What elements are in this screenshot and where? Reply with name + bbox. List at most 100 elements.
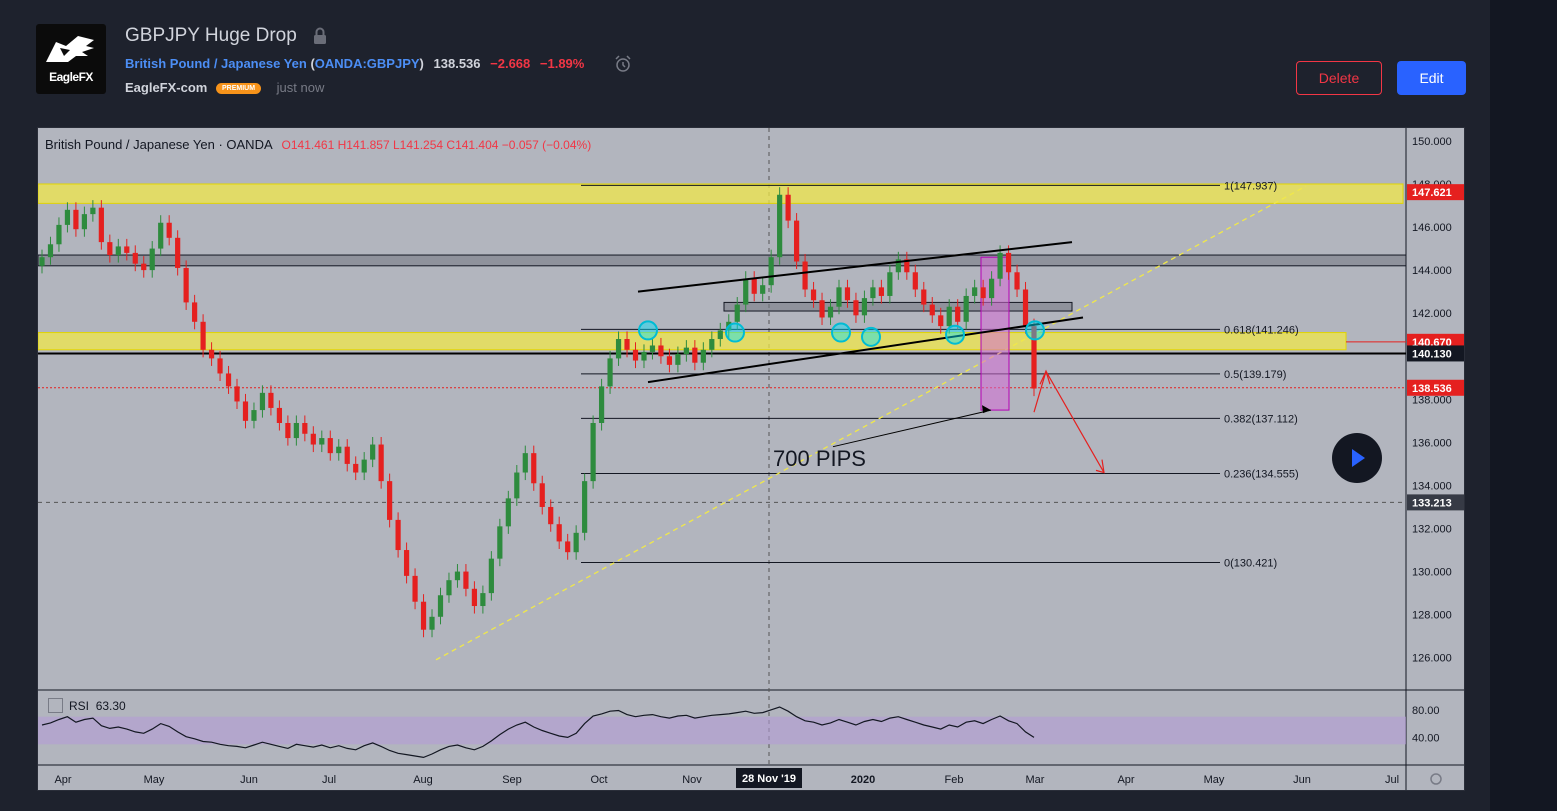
collapse-pane-icon[interactable] xyxy=(48,698,63,713)
candle-body xyxy=(276,407,283,423)
crosshair-time-box xyxy=(736,768,802,788)
candle-body xyxy=(217,358,223,374)
candle-body xyxy=(522,453,528,473)
candle-body xyxy=(819,300,825,318)
delete-button[interactable]: Delete xyxy=(1296,61,1382,95)
candle-body xyxy=(590,422,596,482)
touch-point-circle xyxy=(725,322,745,343)
candle-body xyxy=(73,209,79,230)
price-tick-label: 142.000 xyxy=(1412,308,1452,320)
chart-area[interactable]: 1(147.937) 0.618(141.246) 0.5(139.179) 0.38… xyxy=(37,127,1465,791)
legend-open: O141.461 xyxy=(281,138,335,152)
candle-body xyxy=(615,339,622,359)
candle-body xyxy=(709,339,715,350)
candle-body xyxy=(370,444,376,460)
fib-label-0.618: 0.618(141.246) xyxy=(1224,324,1299,336)
candle-body xyxy=(963,295,969,322)
candle-body xyxy=(582,481,588,533)
candle-body xyxy=(1005,252,1012,273)
premium-badge: PREMIUM xyxy=(215,83,262,94)
touch-point-circle xyxy=(861,326,881,347)
time-tick-label: May xyxy=(1204,774,1225,786)
candle-body xyxy=(870,287,876,299)
candle-body xyxy=(420,601,427,630)
play-icon xyxy=(1352,449,1365,467)
fib-label-1: 1(147.937) xyxy=(1224,180,1277,192)
author-logo[interactable]: EagleFX xyxy=(36,24,106,94)
candle-body xyxy=(861,298,868,316)
candle-body xyxy=(505,498,511,527)
candle-body xyxy=(242,401,249,421)
candle-body xyxy=(827,306,834,318)
time-tick-label: Oct xyxy=(590,774,607,786)
candle-body xyxy=(743,278,749,305)
price-label-box xyxy=(1407,494,1464,511)
fib-label-0.5: 0.5(139.179) xyxy=(1224,369,1286,381)
touch-point-circle xyxy=(1025,320,1045,341)
last-price: 138.536 xyxy=(433,56,481,71)
candle-body xyxy=(387,481,393,520)
eagle-icon xyxy=(46,36,94,62)
price-chart[interactable]: 1(147.937) 0.618(141.246) 0.5(139.179) 0.38… xyxy=(38,128,1465,791)
candle-body xyxy=(760,285,766,294)
pips-label: 700 PIPS xyxy=(773,446,866,471)
candle-body xyxy=(395,519,401,551)
candle-body xyxy=(929,304,935,316)
symbol-name-link[interactable]: British Pound / Japanese Yen xyxy=(125,56,307,71)
candle-body xyxy=(268,392,274,408)
candle-body xyxy=(285,422,291,439)
candle-body xyxy=(344,446,350,464)
candle-body xyxy=(319,438,325,445)
symbol-code-link[interactable]: OANDA:GBPJPY xyxy=(314,56,420,71)
candle-body xyxy=(429,616,435,630)
candle-body xyxy=(81,214,87,230)
candle-body xyxy=(895,259,901,273)
legend-close: C141.404 xyxy=(446,138,499,152)
candle-body xyxy=(259,392,266,411)
legend-high: H141.857 xyxy=(337,138,390,152)
measure-box xyxy=(980,256,1010,411)
candle-body xyxy=(666,356,673,365)
edit-button[interactable]: Edit xyxy=(1397,61,1466,95)
author-name[interactable]: EagleFX-com xyxy=(125,80,208,95)
alarm-clock-icon[interactable] xyxy=(614,55,632,73)
candle-body xyxy=(810,289,817,301)
candle-body xyxy=(836,287,842,307)
play-button[interactable] xyxy=(1332,433,1382,483)
author-line: EagleFX-com PREMIUM just now xyxy=(125,80,324,95)
time-tick-label: Mar xyxy=(1026,774,1045,786)
candle-body xyxy=(912,272,918,290)
candle-body xyxy=(412,575,418,602)
resistance-zone-top xyxy=(38,183,1404,204)
candle-body xyxy=(565,541,571,553)
candle-body xyxy=(777,194,783,258)
logo-text: EagleFX xyxy=(49,70,93,84)
candle-body xyxy=(353,463,359,473)
rsi-band xyxy=(38,716,1406,745)
candle-body xyxy=(225,373,232,387)
candle-body xyxy=(717,330,723,340)
candle-body xyxy=(878,287,884,296)
lock-icon xyxy=(314,27,326,44)
candle-body xyxy=(649,345,656,352)
price-change: −2.668 xyxy=(490,56,531,71)
time-tick-label: Jun xyxy=(240,774,258,786)
price-axis xyxy=(1406,128,1464,790)
candle-body xyxy=(158,222,164,249)
settings-gear-icon[interactable] xyxy=(1430,773,1442,785)
time-tick-label: 2020 xyxy=(851,774,875,786)
candle-body xyxy=(539,483,545,507)
dashed-trendline xyxy=(435,185,1307,661)
symbol-line: British Pound / Japanese Yen (OANDA:GBPJ… xyxy=(125,56,585,71)
price-change-pct: −1.89% xyxy=(539,56,585,71)
projection-arrowhead-down xyxy=(1095,459,1105,474)
crosshair-time-label: 28 Nov '19 xyxy=(742,773,796,785)
price-tick-label: 126.000 xyxy=(1412,653,1452,665)
candle-body xyxy=(208,349,215,359)
candle-body xyxy=(47,244,54,258)
rsi-tick-label: 40.00 xyxy=(1412,732,1440,744)
projection-path xyxy=(1033,369,1105,473)
channel-bottom-line xyxy=(647,316,1084,384)
candle-body xyxy=(556,524,562,542)
candle-body xyxy=(531,453,537,484)
